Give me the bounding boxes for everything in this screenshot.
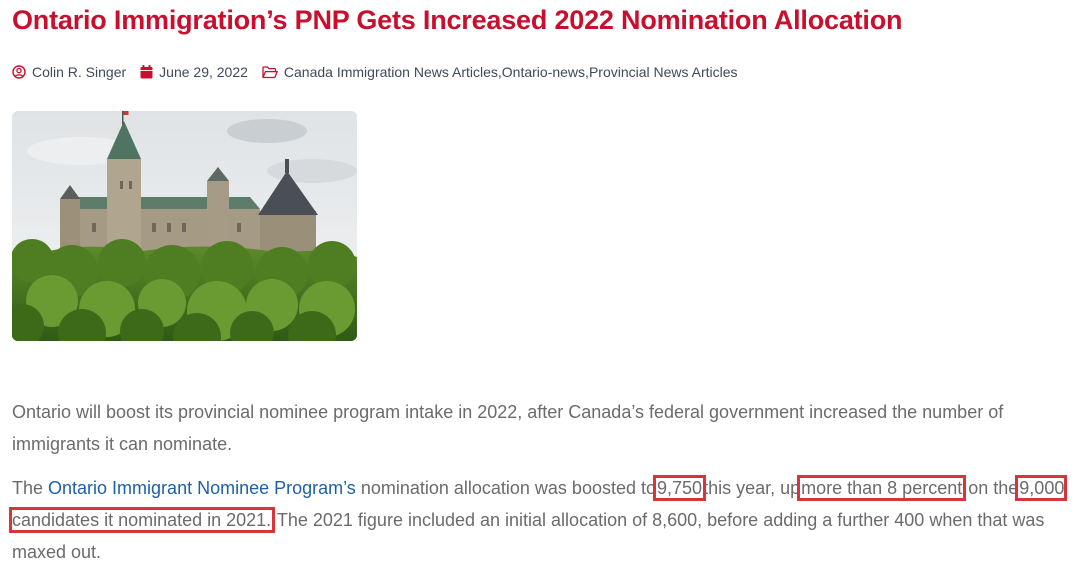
- category-link-provincial-news[interactable]: Provincial News Articles: [588, 64, 738, 80]
- calendar-icon: [140, 65, 153, 79]
- folder-open-icon: [262, 65, 278, 78]
- category-separator: ,: [497, 64, 502, 80]
- highlight-increase-percent: more than 8 percent: [797, 475, 967, 501]
- text-segment: this year, up: [703, 478, 801, 498]
- allocation-paragraph: The Ontario Immigrant Nominee Program’s …: [8, 472, 1076, 568]
- oinp-link[interactable]: Ontario Immigrant Nominee Program’s: [48, 478, 356, 498]
- author-meta[interactable]: Colin R. Singer: [12, 64, 126, 80]
- author-link[interactable]: Colin R. Singer: [32, 64, 127, 80]
- featured-image-parliament: [12, 111, 357, 341]
- intro-paragraph: Ontario will boost its provincial nomine…: [12, 402, 1004, 454]
- category-separator: ,: [585, 64, 589, 80]
- text-segment: nomination allocation was boosted to: [355, 478, 657, 498]
- date-meta: June 29, 2022: [140, 64, 248, 80]
- highlight-allocation-9750: 9,750: [653, 475, 707, 501]
- categories-meta: Canada Immigration News Articles, Ontari…: [262, 64, 738, 80]
- article-title: Ontario Immigration’s PNP Gets Increased…: [12, 5, 903, 35]
- publish-date: June 29, 2022: [159, 64, 248, 80]
- category-link-canada-news[interactable]: Canada Immigration News Articles: [283, 64, 498, 80]
- text-segment: The 2021 figure included an initial allo…: [12, 510, 1045, 562]
- highlight-2021-nominations: 9,000 candidates it nominated in 2021.: [8, 475, 1068, 533]
- text-segment: The: [12, 478, 49, 498]
- text-segment: on the: [968, 478, 1019, 498]
- article-meta: Colin R. Singer June 29, 2022 Canada Imm…: [12, 62, 738, 82]
- category-link-ontario-news[interactable]: Ontario-news: [501, 64, 586, 80]
- user-circle-icon: [12, 65, 26, 79]
